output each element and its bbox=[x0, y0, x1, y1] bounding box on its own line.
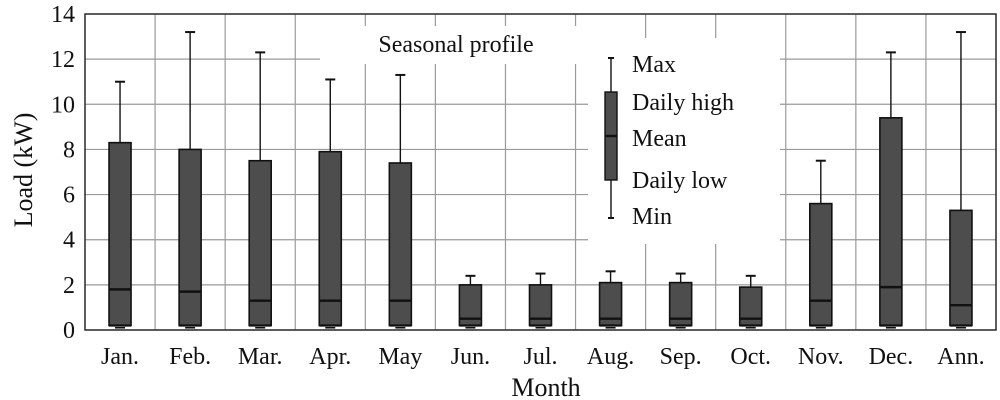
box-group-jul bbox=[528, 272, 553, 329]
legend-label: Min bbox=[632, 204, 672, 230]
legend-label: Mean bbox=[632, 126, 687, 152]
daily-range-box bbox=[949, 209, 973, 327]
daily-range-box bbox=[108, 141, 132, 327]
legend-backdrop bbox=[588, 38, 780, 244]
x-tick-label: Dec. bbox=[869, 344, 914, 370]
x-tick-label: Sep. bbox=[660, 344, 702, 370]
x-tick-label: Feb. bbox=[169, 344, 211, 370]
y-tick-label: 10 bbox=[51, 92, 75, 118]
y-tick-label: 8 bbox=[63, 137, 75, 163]
plot-frame bbox=[84, 13, 997, 331]
chart-title: Seasonal profile bbox=[378, 32, 533, 58]
box-group-sep bbox=[668, 272, 693, 329]
legend-label: Daily high bbox=[632, 90, 734, 116]
legend-label: Daily low bbox=[632, 168, 728, 194]
box-group-feb bbox=[178, 31, 202, 329]
box-group-aug bbox=[598, 270, 623, 329]
daily-range-box bbox=[809, 202, 833, 327]
legend: Max Daily high Mean Daily low Min bbox=[604, 52, 734, 230]
x-tick-label: Apr. bbox=[309, 344, 351, 370]
box-group-oct bbox=[738, 274, 763, 329]
daily-range-box bbox=[318, 150, 343, 327]
x-tick-label: Oct. bbox=[730, 344, 771, 370]
box-group-jun bbox=[458, 274, 483, 329]
box-group-mar bbox=[248, 51, 272, 329]
y-tick-label: 12 bbox=[51, 47, 75, 73]
y-tick-label: 4 bbox=[63, 228, 75, 254]
box-group-dec bbox=[879, 51, 903, 329]
y-tick-label: 14 bbox=[51, 2, 75, 28]
box-group-ann bbox=[949, 31, 973, 329]
daily-range-box bbox=[178, 148, 202, 327]
x-tick-label: May bbox=[378, 344, 422, 370]
x-tick-label: Jan. bbox=[101, 344, 139, 370]
box-group-may bbox=[388, 73, 413, 329]
y-tick-label: 6 bbox=[63, 183, 75, 209]
x-tick-label: Ann. bbox=[937, 344, 984, 370]
x-tick-label: Jul. bbox=[523, 344, 557, 370]
box-group-jan bbox=[108, 80, 132, 329]
y-tick-label: 2 bbox=[63, 273, 75, 299]
box-group-nov bbox=[809, 159, 833, 329]
legend-background bbox=[320, 26, 780, 244]
x-tick-label: Jun. bbox=[451, 344, 490, 370]
x-tick-label: Nov. bbox=[798, 344, 844, 370]
y-axis-title: Load (kW) bbox=[9, 113, 38, 228]
box-group-apr bbox=[318, 78, 343, 329]
x-tick-label: Aug. bbox=[587, 344, 634, 370]
x-tick-label: Mar. bbox=[238, 344, 283, 370]
daily-range-box bbox=[879, 117, 903, 327]
title-backdrop bbox=[320, 26, 588, 64]
box-layer bbox=[108, 31, 973, 329]
x-axis-title: Month bbox=[511, 373, 580, 400]
legend-label: Max bbox=[632, 52, 676, 78]
axis-layer: 0 2 4 6 8 10 12 14 Jan. Feb. Mar. Apr. May Jun. Jul. Au… bbox=[51, 2, 997, 370]
y-tick-label: 0 bbox=[63, 318, 75, 344]
